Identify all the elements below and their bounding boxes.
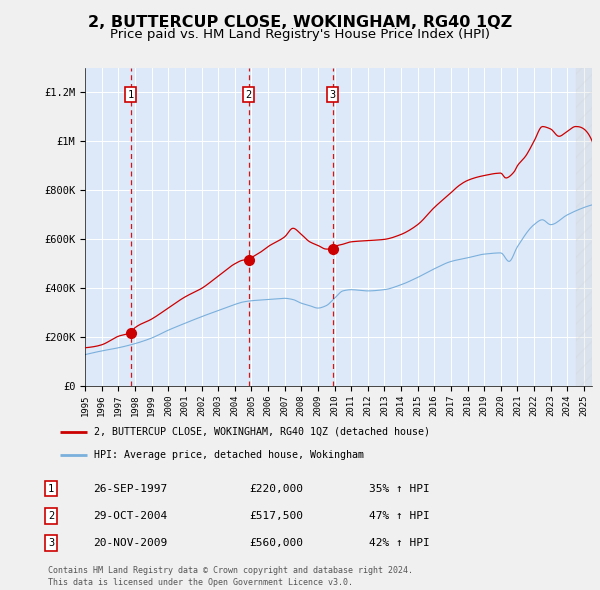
Text: Contains HM Land Registry data © Crown copyright and database right 2024.
This d: Contains HM Land Registry data © Crown c… [48, 566, 413, 587]
Bar [575, 68, 592, 386]
Text: £220,000: £220,000 [249, 484, 303, 493]
Text: 35% ↑ HPI: 35% ↑ HPI [369, 484, 430, 493]
Text: 3: 3 [329, 90, 336, 100]
Text: 20-NOV-2009: 20-NOV-2009 [93, 538, 167, 548]
Text: 42% ↑ HPI: 42% ↑ HPI [369, 538, 430, 548]
Text: £517,500: £517,500 [249, 511, 303, 520]
Text: HPI: Average price, detached house, Wokingham: HPI: Average price, detached house, Woki… [94, 450, 364, 460]
Text: 26-SEP-1997: 26-SEP-1997 [93, 484, 167, 493]
Text: 1: 1 [48, 484, 54, 493]
Text: 29-OCT-2004: 29-OCT-2004 [93, 511, 167, 520]
Text: 2: 2 [245, 90, 252, 100]
Text: 2: 2 [48, 511, 54, 520]
Text: 3: 3 [48, 538, 54, 548]
Text: Price paid vs. HM Land Registry's House Price Index (HPI): Price paid vs. HM Land Registry's House … [110, 28, 490, 41]
Text: 2, BUTTERCUP CLOSE, WOKINGHAM, RG40 1QZ (detached house): 2, BUTTERCUP CLOSE, WOKINGHAM, RG40 1QZ … [94, 427, 430, 437]
Text: 2, BUTTERCUP CLOSE, WOKINGHAM, RG40 1QZ: 2, BUTTERCUP CLOSE, WOKINGHAM, RG40 1QZ [88, 15, 512, 30]
Text: 47% ↑ HPI: 47% ↑ HPI [369, 511, 430, 520]
Text: £560,000: £560,000 [249, 538, 303, 548]
Text: 1: 1 [128, 90, 134, 100]
